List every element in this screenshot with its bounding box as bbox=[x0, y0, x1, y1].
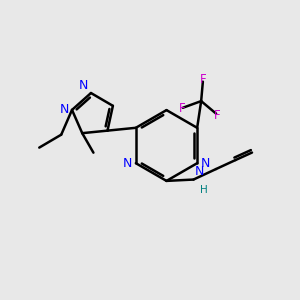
Text: H: H bbox=[200, 184, 208, 195]
Text: N: N bbox=[79, 79, 88, 92]
Text: F: F bbox=[178, 102, 185, 115]
Text: F: F bbox=[214, 109, 220, 122]
Text: N: N bbox=[194, 165, 204, 178]
Text: N: N bbox=[201, 157, 210, 170]
Text: F: F bbox=[200, 73, 206, 86]
Text: N: N bbox=[60, 103, 69, 116]
Text: N: N bbox=[123, 157, 132, 170]
